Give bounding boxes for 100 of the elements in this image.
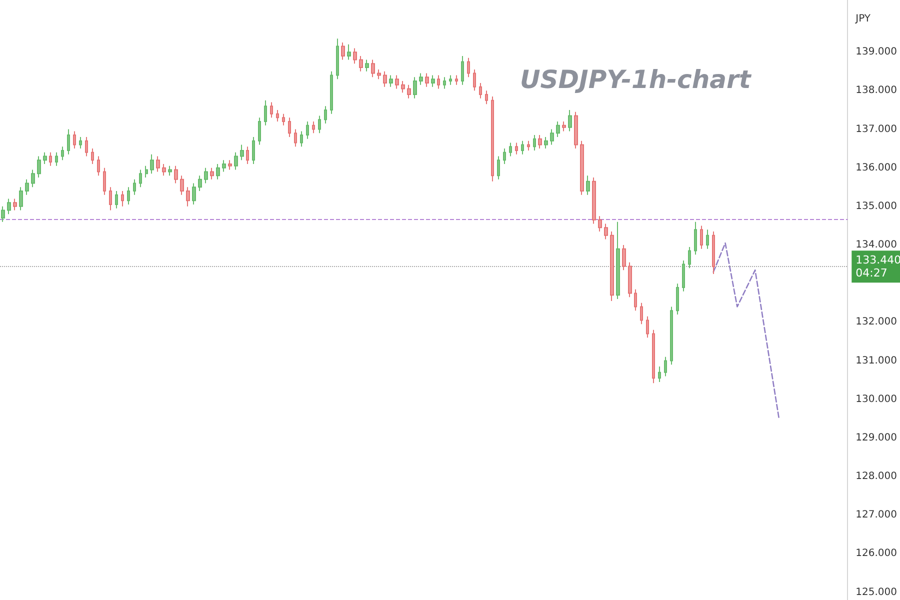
- candlestick: [246, 146, 249, 164]
- candlestick: [473, 68, 476, 92]
- candlestick: [497, 156, 500, 180]
- candlestick: [294, 128, 297, 148]
- candlestick: [389, 74, 393, 88]
- candlestick: [210, 167, 214, 180]
- y-tick-label: 128.000: [856, 471, 898, 482]
- y-tick-label: 127.000: [856, 510, 898, 521]
- candlestick: [25, 178, 29, 196]
- y-tick-label: 125.000: [856, 586, 898, 598]
- candlestick: [688, 246, 691, 269]
- candlestick: [288, 117, 291, 138]
- candlestick: [503, 148, 506, 164]
- candlestick: [192, 182, 196, 205]
- y-tick-label: 131.000: [856, 355, 898, 366]
- candlestick: [312, 121, 315, 134]
- candlestick: [628, 262, 632, 298]
- candlestick: [324, 106, 327, 124]
- candlestick: [162, 163, 166, 176]
- candlestick: [264, 100, 267, 126]
- candlestick: [443, 76, 446, 90]
- candlestick: [515, 142, 518, 155]
- candlestick: [455, 74, 458, 86]
- candlestick: [174, 165, 178, 184]
- candlestick: [216, 163, 220, 180]
- candlestick: [156, 156, 160, 172]
- candlestick: [318, 115, 321, 134]
- candlestick: [419, 72, 423, 86]
- candlestick: [145, 165, 148, 178]
- candlestick: [377, 68, 381, 80]
- candlestick: [204, 167, 208, 184]
- candlestick: [425, 72, 429, 88]
- candlestick: [7, 198, 11, 215]
- candlestick: [109, 186, 112, 211]
- candlestick: [568, 109, 572, 132]
- candlestick: [527, 140, 530, 151]
- candlestick: [544, 136, 548, 150]
- y-tick-label: 137.000: [856, 124, 898, 135]
- candlestick: [670, 306, 673, 366]
- candlestick: [610, 231, 614, 302]
- candlestick: [365, 59, 369, 72]
- candlestick: [330, 70, 333, 114]
- candlestick: [521, 140, 524, 155]
- candlestick: [139, 169, 142, 188]
- candlestick: [133, 178, 136, 196]
- candlestick: [491, 96, 494, 182]
- candlestick: [73, 130, 76, 150]
- y-tick-label: 129.000: [856, 432, 898, 444]
- candlestick: [61, 146, 64, 161]
- candlestick: [401, 80, 405, 94]
- candlestick: [580, 140, 584, 196]
- candlestick: [479, 82, 482, 99]
- candlestick: [79, 136, 82, 150]
- y-tick-label: 134.000: [856, 240, 898, 251]
- candlestick: [461, 55, 464, 86]
- candlestick: [556, 121, 560, 138]
- candlestick: [640, 302, 643, 325]
- y-tick-label: 130.000: [856, 394, 898, 405]
- candlestick: [341, 42, 345, 60]
- candlestick: [652, 329, 655, 384]
- text: USDJPY-1h-chart: [520, 65, 752, 94]
- candlestick: [19, 186, 23, 211]
- candlestick: [592, 176, 596, 224]
- candlestick: [270, 102, 273, 118]
- candlestick: [222, 160, 226, 172]
- candlestick: [198, 175, 202, 192]
- candlestick: [574, 111, 578, 150]
- candlestick: [598, 216, 602, 232]
- candlestick: [658, 366, 661, 382]
- candlestick: [383, 70, 387, 88]
- candlestick: [395, 74, 399, 90]
- candlestick: [67, 128, 70, 155]
- candlestick: [359, 55, 363, 72]
- candlestick: [13, 198, 17, 211]
- y-axis-title: JPY: [854, 14, 872, 24]
- candlestick: [282, 113, 285, 126]
- candlestick: [694, 221, 697, 256]
- candlestick: [682, 260, 685, 292]
- candlestick: [55, 152, 58, 166]
- candlestick: [538, 134, 542, 150]
- candlestick: [180, 175, 184, 196]
- candlestick: [252, 136, 255, 164]
- candlestick: [646, 316, 649, 338]
- candlestick: [91, 148, 94, 164]
- candlestick: [300, 130, 303, 148]
- y-tick-label: 139.000: [856, 46, 898, 58]
- candlestick: [168, 165, 172, 176]
- candlestick: [467, 57, 470, 78]
- y-tick-label: 138.000: [856, 85, 898, 96]
- candlestick: [115, 190, 118, 209]
- candlestick: [85, 136, 88, 157]
- candlestick: [431, 74, 435, 88]
- candlestick: [347, 44, 351, 60]
- candlestick: [550, 128, 554, 146]
- y-tick-label: 136.000: [856, 162, 898, 174]
- candlestick: [150, 154, 154, 174]
- candlestick: [413, 76, 417, 99]
- candlestick: [634, 288, 637, 312]
- candlestick: [712, 231, 715, 274]
- candlestick: [485, 90, 488, 105]
